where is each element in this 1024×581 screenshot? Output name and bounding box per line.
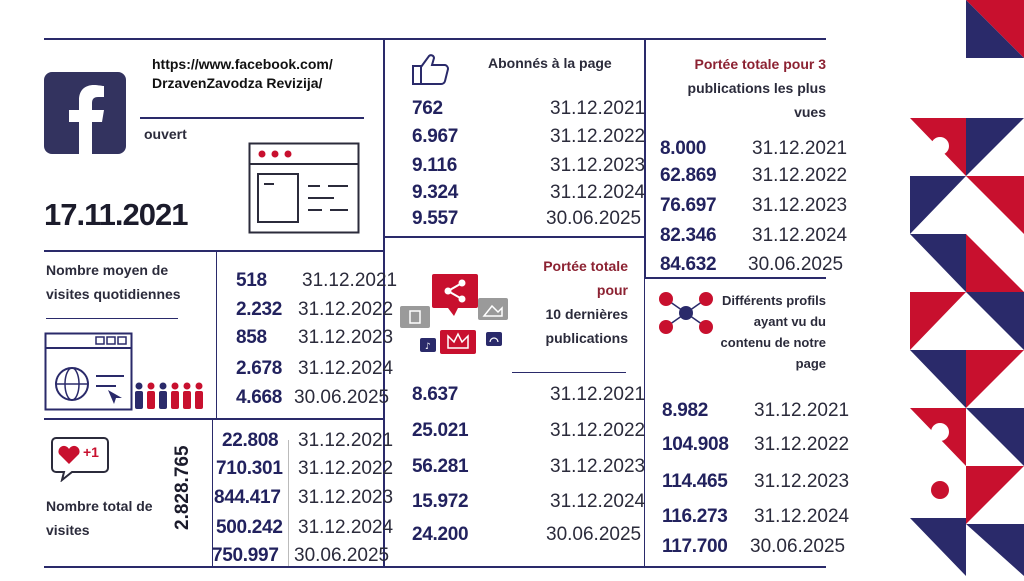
date: 31.12.2021 [752,138,848,159]
reach-10-underline [512,372,626,373]
divider-v1 [383,38,385,568]
reach-3-label-red: Portée totale pour 3 [694,56,826,72]
value: 15.972 [412,491,469,512]
daily-visits-label: Nombre moyen de visites quotidiennes [46,262,181,302]
browser-window-icon [248,142,360,239]
divider-v3 [644,278,645,568]
profiles-label: Différents profils ayant vu du contenu d… [720,293,826,371]
date: 31.12.2022 [298,299,394,320]
divider-h-left2 [44,418,384,420]
divider-h-mid [384,236,646,238]
date: 31.12.2023 [752,195,848,216]
website-stats-icon [44,332,134,417]
value: 518 [236,270,267,291]
value: 114.465 [662,471,728,492]
value: 117.700 [662,536,728,557]
date: 31.12.2024 [752,225,848,246]
value: 2.678 [236,358,283,379]
date: 31.12.2022 [550,126,646,147]
date: 31.12.2021 [302,270,398,291]
divider-v2 [644,38,646,278]
status-text: ouvert [144,126,187,142]
reach-10-label: 10 dernières publications [545,306,629,346]
date: 30.06.2025 [294,545,390,566]
divider-h-right [645,277,826,279]
people-icon [134,380,208,415]
date: 30.06.2025 [546,208,642,229]
value: 62.869 [660,165,717,186]
decorative-pattern [910,0,1024,581]
value: 9.557 [412,208,459,229]
value: 84.632 [660,254,717,275]
date: 30.06.2025 [750,536,846,557]
date: 31.12.2024 [298,358,394,379]
top-border [44,38,826,40]
url-underline [140,117,364,119]
divider-h-left1 [44,250,384,252]
value: 25.021 [412,420,469,441]
date: 31.12.2021 [298,430,394,451]
value: 750.997 [212,545,279,566]
total-visits-sum: 2.828.765 [172,445,193,530]
date: 31.12.2021 [550,98,646,119]
value: 9.116 [412,155,457,176]
value: 9.324 [412,182,459,203]
value: 2.232 [236,299,283,320]
value: 76.697 [660,195,717,216]
facebook-logo-icon [44,72,126,154]
value: 4.668 [236,387,283,408]
network-icon [656,290,716,341]
date: 31.12.2024 [754,506,850,527]
date: 31.12.2023 [298,487,394,508]
heart-chat-icon: +1 [50,436,110,487]
value: 24.200 [412,524,469,545]
date: 30.06.2025 [546,524,642,545]
date: 31.12.2023 [550,456,646,477]
reach-3-label: publications les plus vues [687,80,826,120]
value: 82.346 [660,225,717,246]
value: 858 [236,327,267,348]
thumbs-up-icon [412,52,452,91]
value: 762 [412,98,443,119]
opened-date: 17.11.2021 [44,197,188,232]
date: 31.12.2022 [754,434,850,455]
date: 31.12.2024 [550,491,646,512]
date: 31.12.2023 [298,327,394,348]
date: 31.12.2023 [754,471,850,492]
divider-total-v2 [288,440,289,566]
value: 500.242 [216,517,283,538]
date: 31.12.2023 [550,155,646,176]
date: 30.06.2025 [748,254,844,275]
bottom-border [44,566,826,568]
date: 31.12.2022 [298,458,394,479]
total-visits-label: Nombre total de visites [46,498,153,538]
daily-label-underline [46,318,178,319]
value: 8.000 [660,138,707,159]
subscribers-label: Abonnés à la page [488,55,612,71]
plus-one-badge: +1 [83,444,99,460]
reach-10-label-red: Portée totale pour [543,258,628,298]
date: 31.12.2022 [752,165,848,186]
date: 31.12.2021 [550,384,646,405]
value: 710.301 [216,458,283,479]
date: 31.12.2024 [550,182,646,203]
divider-total-v [212,419,213,567]
value: 8.982 [662,400,709,421]
value: 116.273 [662,506,728,527]
value: 6.967 [412,126,459,147]
svg-text:♪: ♪ [425,342,431,352]
value: 104.908 [662,434,729,455]
value: 22.808 [222,430,279,451]
date: 31.12.2022 [550,420,646,441]
date: 30.06.2025 [294,387,390,408]
facebook-url[interactable]: https://www.facebook.com/ DrzavenZavodza… [152,56,333,91]
value: 8.637 [412,384,459,405]
social-share-icon: ♪ [398,272,512,365]
divider-daily-v [216,251,217,419]
value: 844.417 [214,487,281,508]
value: 56.281 [412,456,469,477]
date: 31.12.2021 [754,400,850,421]
date: 31.12.2024 [298,517,394,538]
